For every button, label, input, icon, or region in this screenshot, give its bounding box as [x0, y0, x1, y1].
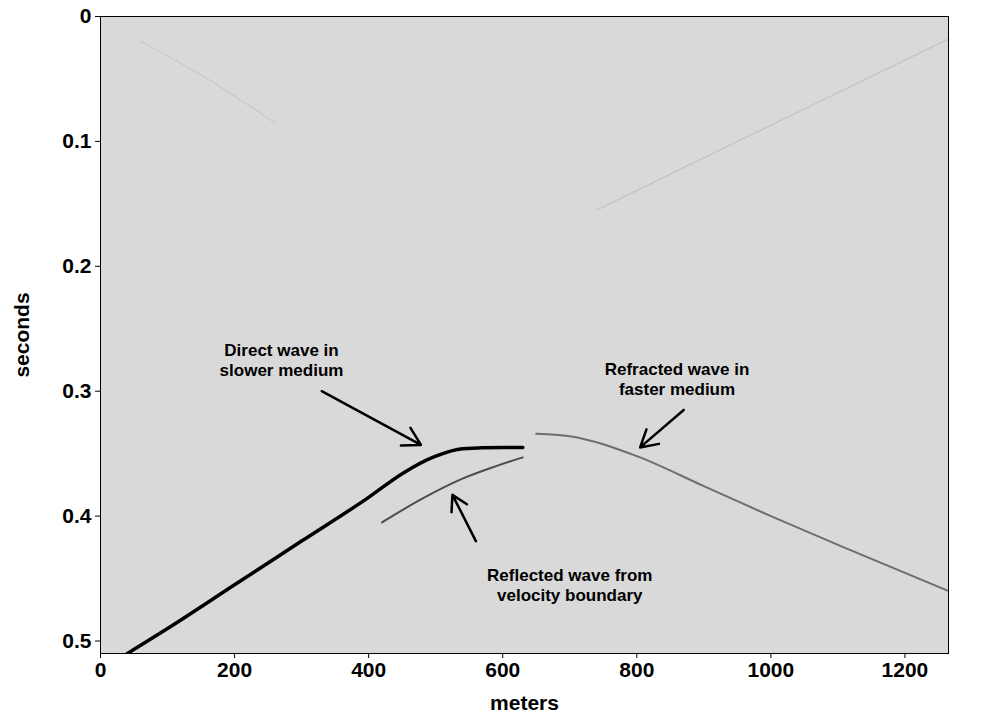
svg-text:600: 600: [485, 658, 520, 681]
svg-text:0.5: 0.5: [62, 629, 92, 652]
svg-text:0: 0: [95, 658, 107, 681]
svg-text:200: 200: [217, 658, 252, 681]
svg-text:0.4: 0.4: [62, 504, 92, 527]
svg-text:meters: meters: [490, 691, 559, 714]
svg-text:800: 800: [619, 658, 654, 681]
svg-text:0.2: 0.2: [62, 254, 91, 277]
svg-text:Reflected wave fromvelocity bo: Reflected wave fromvelocity boundary: [487, 566, 652, 605]
svg-text:1000: 1000: [747, 658, 794, 681]
svg-text:Direct wave inslower medium: Direct wave inslower medium: [220, 341, 344, 380]
svg-text:400: 400: [351, 658, 386, 681]
svg-text:0.1: 0.1: [62, 129, 92, 152]
svg-text:0: 0: [80, 4, 92, 27]
svg-text:1200: 1200: [882, 658, 929, 681]
svg-text:0.3: 0.3: [62, 379, 91, 402]
svg-text:seconds: seconds: [10, 292, 33, 377]
svg-text:Refracted wave infaster medium: Refracted wave infaster medium: [605, 360, 750, 399]
